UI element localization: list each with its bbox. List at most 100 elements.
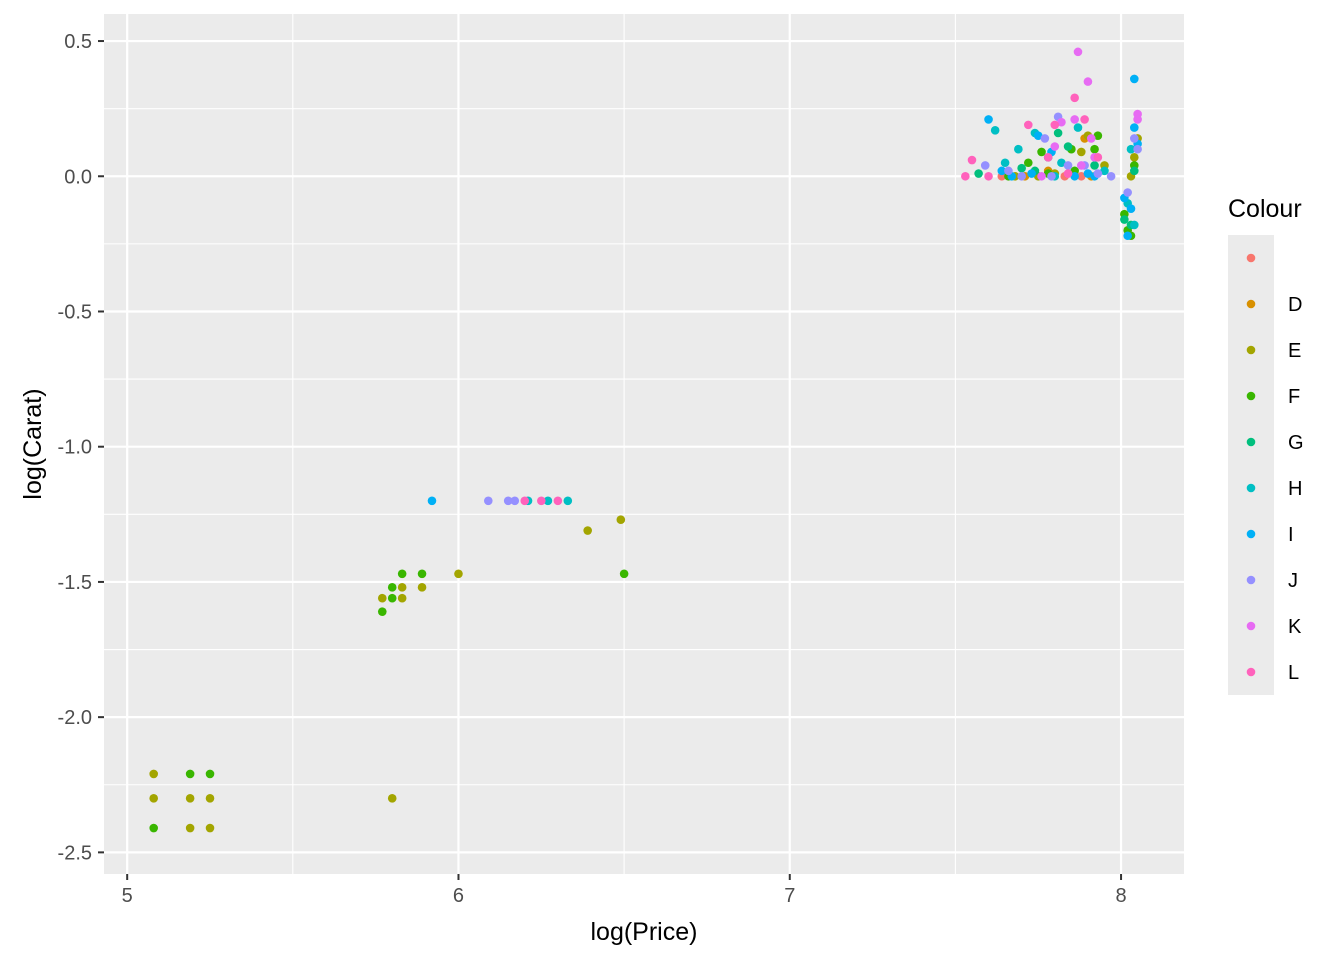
data-point bbox=[1130, 166, 1139, 176]
y-axis: -2.5 -2.0 -1.5 -1.0 -0.5 0.0 0.5 bbox=[58, 31, 104, 864]
data-point bbox=[1130, 123, 1139, 132]
data-point bbox=[1090, 144, 1099, 154]
data-point bbox=[1023, 120, 1033, 130]
data-point bbox=[1077, 161, 1086, 170]
x-tick-label: 7 bbox=[784, 885, 795, 907]
data-point bbox=[149, 823, 158, 833]
data-point bbox=[1057, 117, 1066, 127]
data-point bbox=[1057, 158, 1066, 168]
data-point bbox=[1077, 147, 1086, 157]
legend-title: Colour bbox=[1228, 195, 1302, 223]
data-point bbox=[1130, 220, 1139, 230]
data-point bbox=[510, 496, 520, 506]
data-point bbox=[149, 769, 158, 779]
legend-key bbox=[1246, 621, 1256, 631]
y-tick-label: -0.5 bbox=[58, 301, 92, 323]
data-point bbox=[1123, 188, 1132, 197]
data-point bbox=[377, 607, 387, 616]
data-point bbox=[1083, 77, 1093, 86]
data-point bbox=[520, 496, 530, 506]
data-point bbox=[387, 583, 397, 592]
data-point bbox=[1123, 231, 1132, 241]
legend: Colour D E F G H I J K L bbox=[1228, 195, 1304, 695]
data-point bbox=[537, 496, 546, 506]
data-points bbox=[149, 47, 1142, 833]
data-point bbox=[149, 793, 158, 803]
data-point bbox=[185, 769, 195, 779]
legend-label: I bbox=[1288, 524, 1294, 546]
x-axis: 5 6 7 8 bbox=[122, 874, 1127, 907]
data-point bbox=[1063, 169, 1073, 178]
legend-key bbox=[1246, 529, 1256, 539]
data-point bbox=[1037, 147, 1046, 157]
data-point bbox=[1033, 131, 1043, 140]
data-point bbox=[205, 793, 215, 803]
data-point bbox=[563, 496, 573, 506]
legend-label: E bbox=[1288, 340, 1301, 362]
data-point bbox=[1073, 47, 1083, 57]
data-point bbox=[1100, 166, 1109, 176]
legend-label: F bbox=[1288, 386, 1300, 408]
data-point bbox=[1130, 74, 1139, 84]
data-point bbox=[1106, 171, 1116, 181]
y-tick-label: 0.5 bbox=[64, 31, 92, 53]
data-point bbox=[205, 769, 215, 779]
data-point bbox=[967, 155, 977, 165]
data-point bbox=[1043, 153, 1053, 162]
data-point bbox=[1126, 144, 1136, 154]
x-axis-title: log(Price) bbox=[591, 918, 698, 946]
data-point bbox=[417, 583, 427, 592]
data-point bbox=[997, 166, 1007, 176]
data-point bbox=[984, 171, 993, 181]
data-point bbox=[1000, 158, 1010, 168]
data-point bbox=[1070, 115, 1079, 124]
y-tick-label: 0.0 bbox=[64, 166, 92, 188]
data-point bbox=[427, 496, 437, 506]
legend-key bbox=[1246, 437, 1256, 447]
data-point bbox=[377, 593, 387, 603]
data-point bbox=[1083, 169, 1093, 178]
y-tick-label: -2.5 bbox=[58, 842, 92, 864]
data-point bbox=[1027, 169, 1036, 178]
data-point bbox=[1090, 161, 1099, 170]
data-point bbox=[454, 569, 463, 579]
data-point bbox=[1086, 134, 1096, 143]
legend-label: D bbox=[1288, 294, 1302, 316]
data-point bbox=[417, 569, 427, 579]
data-point bbox=[1063, 142, 1073, 151]
data-point bbox=[483, 496, 493, 506]
y-tick-label: -2.0 bbox=[58, 707, 92, 729]
data-point bbox=[397, 569, 407, 579]
plot-panel bbox=[104, 14, 1184, 874]
legend-key bbox=[1246, 483, 1256, 493]
x-tick-label: 5 bbox=[122, 885, 133, 907]
legend-label: K bbox=[1288, 616, 1302, 638]
data-point bbox=[387, 593, 397, 603]
data-point bbox=[1080, 115, 1089, 124]
data-point bbox=[1093, 131, 1103, 140]
data-point bbox=[543, 496, 553, 506]
legend-key bbox=[1246, 391, 1256, 401]
data-point bbox=[984, 115, 993, 124]
data-point bbox=[1017, 171, 1026, 181]
data-point bbox=[974, 169, 983, 178]
data-point bbox=[1093, 153, 1103, 162]
data-point bbox=[1047, 171, 1056, 181]
data-point bbox=[397, 593, 407, 603]
data-point bbox=[1070, 171, 1079, 181]
data-point bbox=[1063, 161, 1073, 170]
data-point bbox=[1014, 144, 1023, 154]
data-point bbox=[619, 569, 629, 579]
grid-major bbox=[104, 14, 1184, 874]
data-point bbox=[1040, 134, 1050, 143]
data-point bbox=[1017, 163, 1026, 173]
data-point bbox=[1053, 128, 1063, 138]
data-point bbox=[503, 496, 513, 506]
y-tick-label: -1.0 bbox=[58, 437, 92, 459]
y-tick-label: -1.5 bbox=[58, 572, 92, 594]
legend-key bbox=[1246, 575, 1256, 585]
legend-key-background bbox=[1228, 235, 1274, 695]
data-point bbox=[1073, 123, 1083, 132]
legend-label: J bbox=[1288, 570, 1298, 592]
